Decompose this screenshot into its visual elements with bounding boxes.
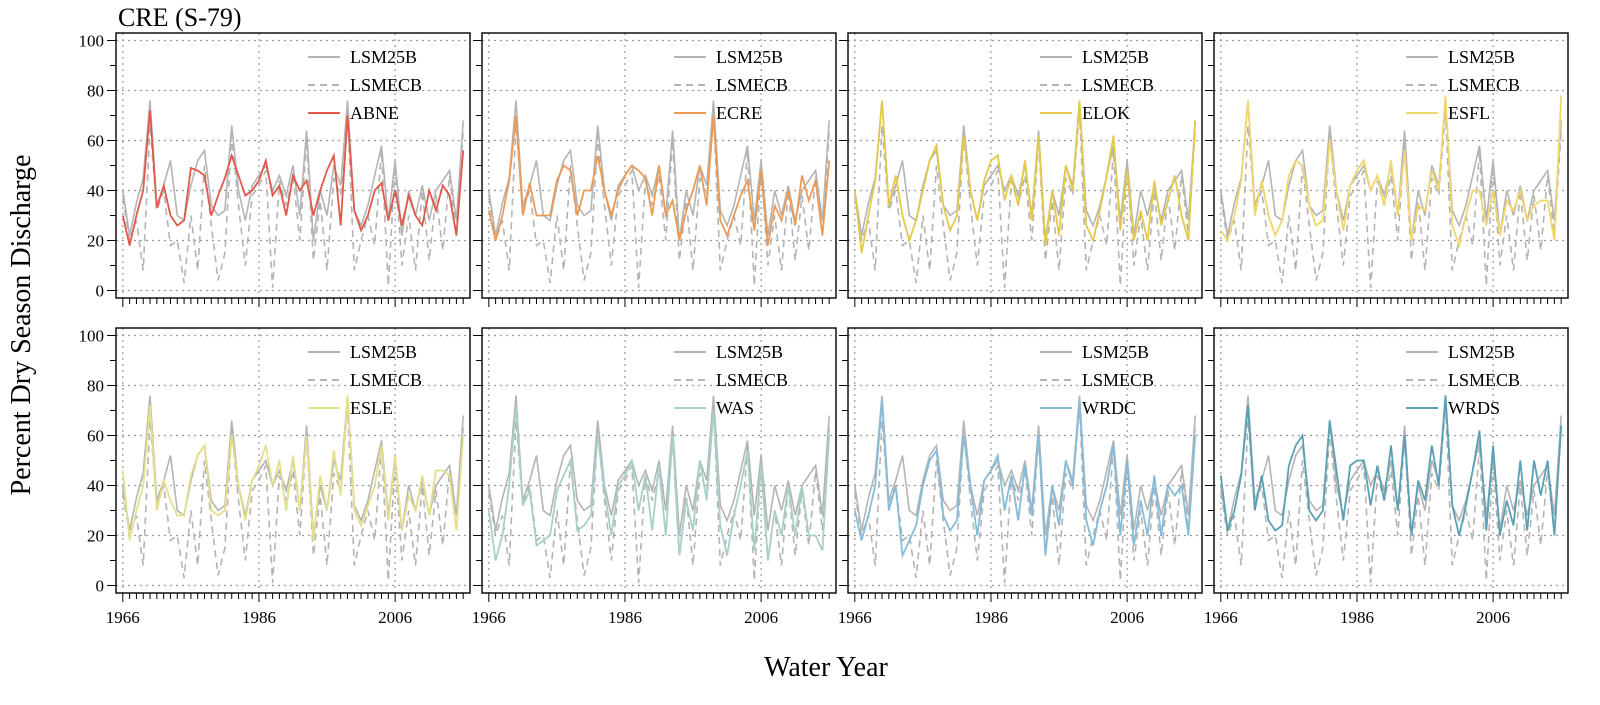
- series-line-lsmecb: [122, 110, 464, 289]
- x-tick-label: 2006: [378, 608, 412, 627]
- x-tick-label: 2006: [1110, 608, 1144, 627]
- x-tick-label: 1966: [472, 608, 506, 627]
- panel-esle: 0 20 40 60 80 100 1966 1986 2006 LSM25B LSMECB ESLE: [79, 327, 471, 627]
- x-tick-label: 1986: [1340, 608, 1374, 627]
- legend-label-elok: ELOK: [1082, 103, 1130, 123]
- series-line-lsmecb: [854, 110, 1196, 289]
- panel-was: 1966 1986 2006 LSM25B LSMECB WAS: [472, 327, 837, 627]
- y-tick-label: 40: [87, 182, 104, 201]
- y-tick-label: 40: [87, 477, 104, 496]
- legend-label-abne: ABNE: [350, 103, 399, 123]
- y-tick-label: 0: [96, 282, 105, 301]
- y-axis-title: Percent Dry Season Discharge: [6, 155, 37, 496]
- legend-label-wrds: WRDS: [1448, 398, 1500, 418]
- legend-label-lsmecb: LSMECB: [350, 370, 422, 390]
- panel-wrds: 1966 1986 2006 LSM25B LSMECB WRDS: [1204, 327, 1569, 627]
- legend-label-lsmecb: LSMECB: [1448, 370, 1520, 390]
- series-line-elok: [853, 100, 1197, 254]
- series-line-lsm25b: [1220, 395, 1562, 536]
- x-tick-label: 2006: [1476, 608, 1510, 627]
- figure-title: CRE (S-79): [118, 3, 242, 32]
- series-line-ecre: [487, 115, 831, 246]
- legend-label-lsm25b: LSM25B: [1082, 47, 1149, 67]
- x-tick-label: 1986: [242, 608, 276, 627]
- series-line-lsm25b: [854, 100, 1196, 241]
- y-tick-label: 60: [87, 132, 104, 151]
- x-tick-label: 2006: [744, 608, 778, 627]
- legend-label-was: WAS: [716, 398, 754, 418]
- series-line-lsmecb: [488, 110, 830, 289]
- y-tick-label: 20: [87, 527, 104, 546]
- panel-abne: 0 20 40 60 80 100 LSM25B LSMECB ABNE: [79, 32, 471, 307]
- legend-label-lsm25b: LSM25B: [350, 47, 417, 67]
- y-tick-label: 60: [87, 427, 104, 446]
- panel-esfl: LSM25B LSMECB ESFL: [1205, 32, 1569, 307]
- legend-label-lsmecb: LSMECB: [1448, 75, 1520, 95]
- series-line-lsmecb: [1220, 405, 1562, 584]
- x-tick-label: 1966: [838, 608, 872, 627]
- x-tick-label: 1986: [974, 608, 1008, 627]
- y-tick-label: 20: [87, 232, 104, 251]
- legend-label-esle: ESLE: [350, 398, 393, 418]
- legend-label-lsmecb: LSMECB: [716, 370, 788, 390]
- series-line-wrds: [1219, 395, 1563, 536]
- series-line-wrdc: [853, 400, 1197, 559]
- y-tick-label: 80: [87, 377, 104, 396]
- legend-label-lsm25b: LSM25B: [1448, 47, 1515, 67]
- legend-label-lsmecb: LSMECB: [716, 75, 788, 95]
- legend-label-lsm25b: LSM25B: [716, 47, 783, 67]
- legend-label-lsmecb: LSMECB: [1082, 75, 1154, 95]
- panels-group: 0 20 40 60 80 100 LSM25B LSMECB ABNE LSM25B LSMECB…: [79, 32, 1569, 627]
- series-line-lsm25b: [1220, 100, 1562, 241]
- legend-label-ecre: ECRE: [716, 103, 762, 123]
- series-line-lsm25b: [854, 395, 1196, 536]
- series-line-esfl: [1220, 95, 1563, 249]
- y-tick-label: 80: [87, 82, 104, 101]
- y-tick-label: 0: [96, 577, 105, 596]
- series-line-lsmecb: [854, 405, 1196, 584]
- panel-elok: LSM25B LSMECB ELOK: [839, 32, 1203, 307]
- panel-wrdc: 1966 1986 2006 LSM25B LSMECB WRDC: [838, 327, 1203, 627]
- x-tick-label: 1986: [608, 608, 642, 627]
- legend-label-lsmecb: LSMECB: [350, 75, 422, 95]
- x-tick-label: 1966: [106, 608, 140, 627]
- legend-label-lsm25b: LSM25B: [1082, 342, 1149, 362]
- legend-label-esfl: ESFL: [1448, 103, 1490, 123]
- panel-ecre: LSM25B LSMECB ECRE: [473, 32, 837, 307]
- legend-label-lsm25b: LSM25B: [350, 342, 417, 362]
- series-line-lsmecb: [122, 405, 464, 584]
- legend-label-lsm25b: LSM25B: [1448, 342, 1515, 362]
- legend-label-lsm25b: LSM25B: [716, 342, 783, 362]
- x-tick-label: 1966: [1204, 608, 1238, 627]
- y-tick-label: 100: [79, 32, 105, 51]
- legend-label-wrdc: WRDC: [1082, 398, 1136, 418]
- series-line-esle: [121, 395, 465, 541]
- series-line-abne: [121, 110, 465, 246]
- series-line-lsm25b: [488, 395, 830, 536]
- legend-label-lsmecb: LSMECB: [1082, 370, 1154, 390]
- y-tick-label: 100: [79, 327, 105, 346]
- series-line-lsmecb: [488, 405, 830, 584]
- series-line-lsmecb: [1220, 110, 1562, 289]
- x-axis-title: Water Year: [764, 652, 888, 683]
- series-line-lsm25b: [122, 395, 464, 536]
- series-line-was: [487, 405, 831, 561]
